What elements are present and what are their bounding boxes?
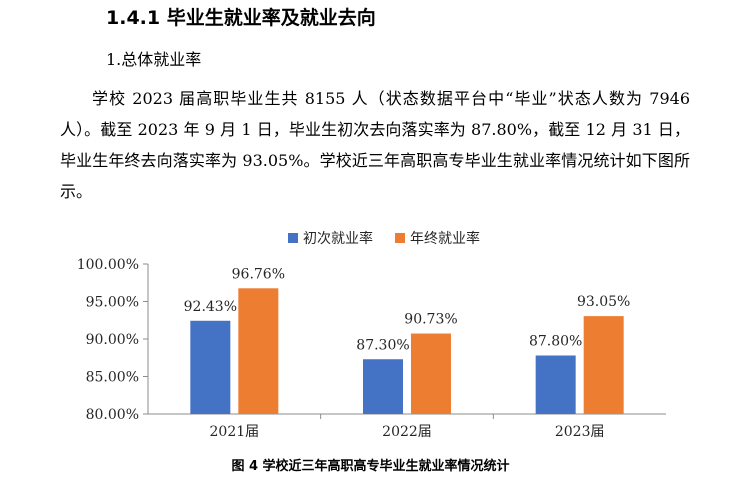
- legend-swatch: [395, 233, 405, 243]
- y-tick-label: 95.00%: [86, 295, 139, 311]
- x-tick-label: 2021届: [210, 424, 260, 440]
- bar: [238, 288, 279, 414]
- data-label: 87.80%: [529, 334, 582, 350]
- legend-label: 年终就业率: [410, 230, 480, 247]
- body-paragraph: 学校 2023 届高职毕业生共 8155 人（状态数据平台中“毕业”状态人数为 …: [60, 89, 690, 201]
- x-tick-label: 2023届: [555, 424, 605, 440]
- bar: [583, 316, 624, 414]
- data-label: 96.76%: [232, 266, 285, 282]
- bar: [363, 359, 403, 414]
- data-label: 92.43%: [184, 299, 237, 315]
- y-tick-label: 90.00%: [86, 332, 139, 348]
- bar: [190, 320, 231, 414]
- subsection-heading: 1.总体就业率: [106, 50, 202, 69]
- y-tick-label: 100.00%: [77, 257, 139, 273]
- y-tick-label: 80.00%: [86, 407, 139, 423]
- x-tick-label: 2022届: [382, 424, 432, 440]
- y-tick-label: 85.00%: [86, 370, 139, 386]
- employment-rate-chart: 80.00% 85.00% 90.00% 95.00% 100.00% 2021届 92.4…: [77, 230, 666, 440]
- data-label: 87.30%: [356, 337, 409, 353]
- data-label: 93.05%: [577, 294, 630, 310]
- data-label: 90.73%: [404, 312, 457, 328]
- legend-swatch: [288, 233, 298, 243]
- bar: [411, 333, 451, 414]
- legend-label: 初次就业率: [303, 230, 373, 247]
- figure-caption: 图 4 学校近三年高职高专毕业生就业率情况统计: [231, 459, 510, 474]
- section-heading: 1.4.1 毕业生就业率及就业去向: [106, 7, 376, 29]
- bar: [535, 355, 576, 414]
